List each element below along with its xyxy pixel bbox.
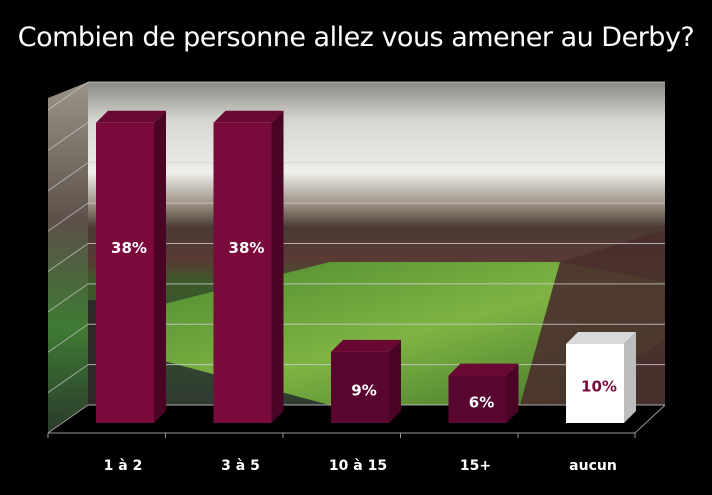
side-gridline xyxy=(47,162,89,192)
bar-0: 38% xyxy=(96,110,166,424)
bar-side-face xyxy=(271,110,284,424)
side-gridline xyxy=(47,81,89,111)
data-label: 9% xyxy=(351,381,376,399)
bar xyxy=(566,344,624,423)
side-gridline xyxy=(47,121,89,151)
data-label: 38% xyxy=(111,239,147,257)
bar-top-face xyxy=(331,339,401,352)
bar xyxy=(96,122,154,424)
bar xyxy=(448,375,507,423)
bar-4: 10% xyxy=(566,332,636,423)
bar-top-face xyxy=(448,363,519,376)
side-gridline xyxy=(47,404,89,434)
bar-top-face xyxy=(566,332,636,344)
side-gridline xyxy=(47,243,89,272)
category-label: 15+ xyxy=(460,458,491,474)
bar-side-face xyxy=(506,363,519,423)
bar-3: 6% xyxy=(448,363,519,423)
bar xyxy=(213,122,272,424)
data-label: 38% xyxy=(229,239,265,257)
side-gridline xyxy=(47,283,89,313)
category-label: aucun xyxy=(569,458,617,474)
side-gridline xyxy=(47,323,89,353)
bar-side-face xyxy=(624,332,636,423)
bar xyxy=(331,351,389,423)
side-gridline xyxy=(47,364,89,394)
category-label: 10 à 15 xyxy=(329,458,387,474)
bar-side-face xyxy=(154,110,166,424)
bar-top-face xyxy=(213,110,284,123)
side-gridline xyxy=(47,202,89,232)
data-label: 10% xyxy=(581,378,617,396)
category-label: 1 à 2 xyxy=(104,458,143,474)
category-label: 3 à 5 xyxy=(221,458,260,474)
bar-top-face xyxy=(96,110,166,123)
bar-2: 9% xyxy=(331,339,401,423)
chart-title: Combien de personne allez vous amener au… xyxy=(17,22,695,53)
data-label: 6% xyxy=(469,393,494,411)
bar-side-face xyxy=(389,339,401,423)
bar-1: 38% xyxy=(213,110,284,424)
